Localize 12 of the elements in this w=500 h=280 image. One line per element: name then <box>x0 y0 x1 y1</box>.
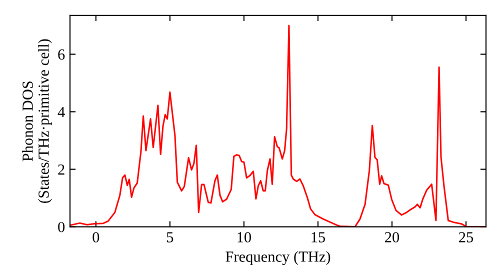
y-tick-label: 2 <box>58 164 64 175</box>
y-tick-label: 0 <box>58 222 65 232</box>
y-tick-label: 6 <box>58 49 65 60</box>
x-tick-label: 25 <box>459 232 474 242</box>
x-tick-label: 20 <box>385 232 400 242</box>
x-tick-label: 5 <box>166 232 174 242</box>
y-tick-label: 4 <box>58 106 65 118</box>
x-tick-label: 10 <box>238 232 252 242</box>
x-tick-label: 15 <box>312 232 326 242</box>
x-tick-label: 0 <box>92 232 100 242</box>
x-axis-title: Frequency (THz) <box>226 251 330 265</box>
y-axis-title: Phonon DOS (States/THz·primitive cell) <box>22 39 52 203</box>
